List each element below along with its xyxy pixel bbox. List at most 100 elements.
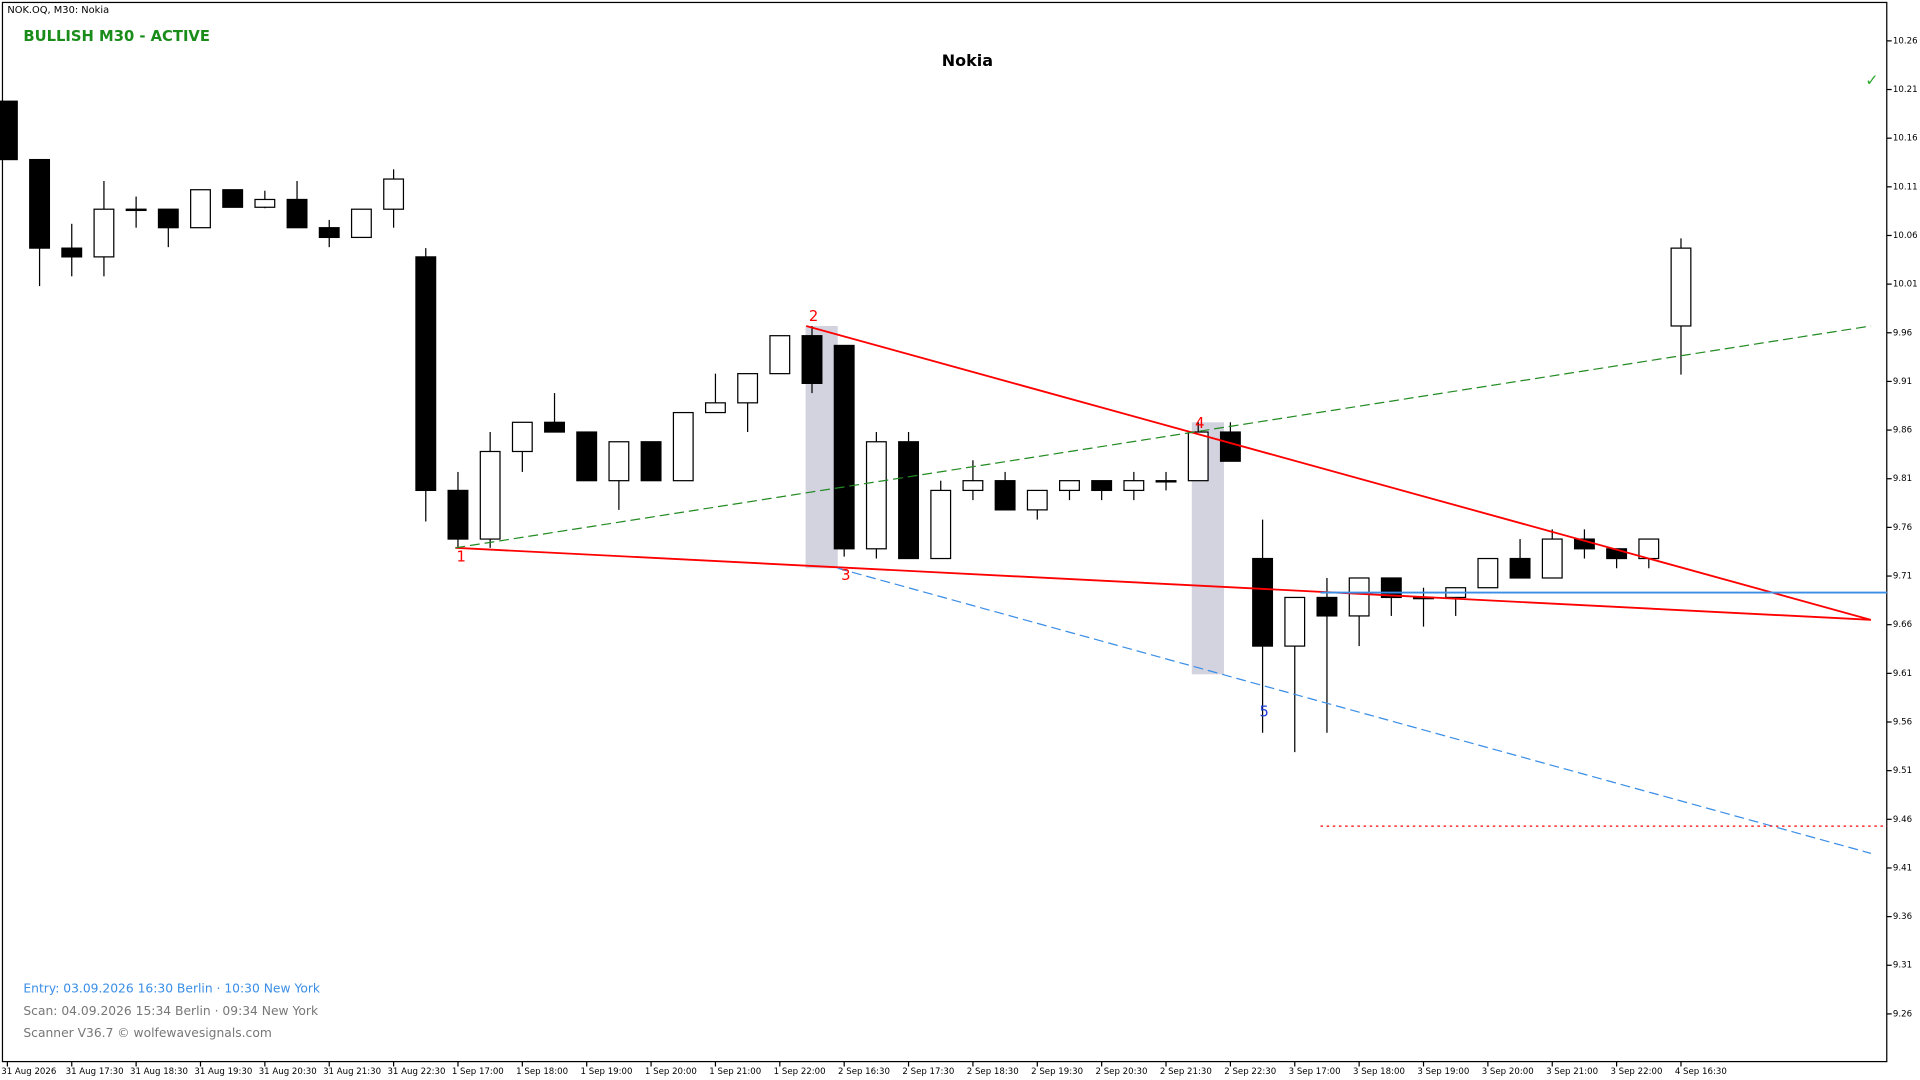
- candle-body: [29, 158, 51, 249]
- y-tick-label: 9.71: [1893, 572, 1912, 582]
- candle-body: [640, 441, 662, 482]
- candle-body: [608, 441, 630, 482]
- candle-body: [801, 335, 823, 384]
- x-tick-label: 3 Sep 20:00: [1482, 1067, 1534, 1077]
- status-label: BULLISH M30 - ACTIVE: [23, 28, 210, 45]
- candle-body: [769, 335, 791, 375]
- candle-body: [1155, 480, 1177, 483]
- y-tick-label: 10.21: [1893, 85, 1918, 95]
- candle-body: [93, 208, 115, 258]
- candle-body: [962, 480, 984, 492]
- candle-body: [1541, 538, 1563, 579]
- y-tick-label: 9.46: [1893, 815, 1912, 825]
- wave-point-label: 5: [1259, 703, 1268, 720]
- candle-body: [1187, 431, 1209, 482]
- y-tick-label: 9.91: [1893, 377, 1912, 387]
- candle-body: [254, 198, 276, 208]
- candle-body: [1284, 596, 1306, 647]
- wave-point-label: 1: [456, 549, 465, 566]
- candle-body: [157, 208, 179, 229]
- x-tick-label: 2 Sep 21:30: [1160, 1067, 1212, 1077]
- wave-point-label: 3: [841, 567, 850, 584]
- candle-body: [222, 189, 244, 208]
- y-tick-label: 9.66: [1893, 620, 1912, 630]
- x-tick-label: 31 Aug 21:30: [323, 1067, 381, 1077]
- x-tick-label: 2 Sep 19:30: [1031, 1067, 1083, 1077]
- x-tick-label: 31 Aug 20:30: [259, 1067, 317, 1077]
- candle-body: [576, 431, 598, 482]
- y-tick-label: 9.51: [1893, 766, 1912, 776]
- candle-body: [1219, 431, 1241, 462]
- candle-body: [865, 441, 887, 550]
- x-tick-label: 31 Aug 17:30: [66, 1067, 124, 1077]
- x-tick-label: 1 Sep 22:00: [774, 1067, 826, 1077]
- candle-body: [898, 441, 920, 560]
- candle-body: [511, 421, 533, 453]
- x-tick-label: 1 Sep 17:00: [452, 1067, 504, 1077]
- x-tick-label: 31 Aug 19:30: [194, 1067, 252, 1077]
- candle-body: [1091, 480, 1113, 492]
- candle-body: [1252, 557, 1274, 647]
- x-tick-label: 1 Sep 20:00: [645, 1067, 697, 1077]
- candle-body: [704, 402, 726, 414]
- pattern-line: [837, 567, 1872, 854]
- candle-body: [61, 247, 83, 258]
- x-tick-label: 2 Sep 17:30: [902, 1067, 954, 1077]
- y-tick-label: 10.16: [1893, 134, 1918, 144]
- candle-body: [1477, 557, 1499, 589]
- y-tick-label: 9.36: [1893, 912, 1912, 922]
- candle-body: [286, 198, 308, 229]
- candle-body: [1026, 489, 1048, 511]
- x-tick-label: 1 Sep 18:00: [516, 1067, 568, 1077]
- y-tick-label: 9.96: [1893, 328, 1912, 338]
- candle-body: [0, 100, 18, 161]
- candle-body: [994, 480, 1016, 511]
- y-tick-label: 9.56: [1893, 718, 1912, 728]
- candle-body: [383, 178, 405, 210]
- scan-info: Scan: 04.09.2026 15:34 Berlin · 09:34 Ne…: [23, 1004, 319, 1018]
- pattern-line: [805, 325, 1872, 621]
- x-tick-label: 31 Aug 2026: [1, 1067, 56, 1077]
- y-tick-label: 10.01: [1893, 280, 1918, 290]
- wave-point-label: 2: [809, 308, 818, 325]
- y-tick-label: 9.41: [1893, 863, 1912, 873]
- x-tick-label: 1 Sep 21:00: [709, 1067, 761, 1077]
- x-tick-label: 3 Sep 19:00: [1417, 1067, 1469, 1077]
- candle-body: [930, 489, 952, 560]
- pattern-line: [455, 325, 1871, 549]
- x-tick-label: 1 Sep 19:00: [581, 1067, 633, 1077]
- x-tick-label: 3 Sep 18:00: [1353, 1067, 1405, 1077]
- y-tick-label: 10.11: [1893, 182, 1918, 192]
- y-tick-label: 9.76: [1893, 523, 1912, 533]
- candle-body: [1348, 577, 1370, 617]
- candle-body: [1059, 480, 1080, 492]
- y-tick-label: 9.61: [1893, 669, 1912, 679]
- wave-point-label: 4: [1195, 415, 1204, 432]
- candle-body: [1509, 557, 1531, 579]
- scanner-info: Scanner V36.7 © wolfewavesignals.com: [23, 1026, 271, 1040]
- candle-body: [1670, 247, 1692, 327]
- x-tick-label: 3 Sep 21:00: [1546, 1067, 1598, 1077]
- candle-body: [672, 411, 694, 482]
- y-tick-label: 9.81: [1893, 474, 1912, 484]
- x-tick-label: 2 Sep 16:30: [838, 1067, 890, 1077]
- x-tick-label: 31 Aug 22:30: [387, 1067, 445, 1077]
- check-mark: ✓: [1865, 71, 1878, 90]
- x-tick-label: 3 Sep 22:00: [1610, 1067, 1662, 1077]
- candle-body: [1638, 538, 1660, 560]
- x-tick-label: 2 Sep 22:30: [1224, 1067, 1276, 1077]
- x-tick-label: 2 Sep 20:30: [1096, 1067, 1148, 1077]
- candle-body: [318, 227, 340, 239]
- y-tick-label: 9.86: [1893, 426, 1912, 436]
- x-tick-label: 31 Aug 18:30: [130, 1067, 188, 1077]
- candle-body: [190, 189, 211, 229]
- symbol-label: NOK.OQ, M30: Nokia: [7, 5, 109, 16]
- chart-title: Nokia: [942, 51, 993, 70]
- candle-body: [125, 208, 147, 212]
- x-tick-label: 3 Sep 17:00: [1289, 1067, 1341, 1077]
- candle-body: [1316, 596, 1338, 617]
- candle-body: [737, 373, 759, 404]
- y-tick-label: 10.26: [1893, 36, 1918, 46]
- candle-body: [415, 256, 437, 492]
